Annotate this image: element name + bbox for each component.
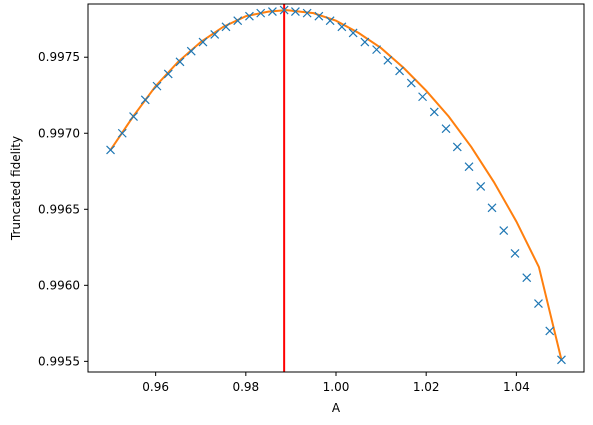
data-point-marker	[140, 95, 150, 105]
data-point-marker	[510, 248, 520, 258]
x-axis-label: A	[332, 401, 341, 415]
data-point-marker	[337, 22, 347, 32]
y-tick-label: 0.9965	[38, 202, 80, 216]
data-point-marker	[372, 45, 382, 55]
data-point-marker	[557, 355, 566, 365]
plot-area	[88, 4, 584, 372]
data-point-marker	[175, 57, 185, 67]
data-point-marker	[522, 273, 532, 283]
x-tick-label: 0.98	[232, 380, 259, 394]
data-point-marker	[487, 203, 497, 213]
data-point-marker	[545, 326, 555, 336]
data-point-marker	[256, 8, 266, 18]
data-point-marker	[325, 16, 335, 26]
plot-contents	[106, 4, 566, 372]
y-axis-ticks: 0.9955 0.9960 0.9965 0.9970 0.9975	[38, 50, 88, 368]
data-point-marker	[499, 226, 509, 236]
data-point-marker	[186, 46, 196, 56]
y-tick-label: 0.9975	[38, 50, 80, 64]
x-tick-label: 0.96	[142, 380, 169, 394]
data-point-marker	[152, 81, 162, 91]
data-point-marker	[429, 107, 439, 117]
x-tick-label: 1.04	[503, 380, 530, 394]
data-point-marker	[348, 28, 358, 38]
x-tick-label: 1.00	[323, 380, 350, 394]
data-point-marker	[418, 92, 427, 102]
data-point-marker	[302, 8, 312, 18]
x-tick-label: 1.02	[413, 380, 440, 394]
y-tick-label: 0.9955	[38, 354, 80, 368]
x-axis-ticks: 0.96 0.98 1.00 1.02 1.04	[142, 372, 530, 394]
data-point-marker	[452, 142, 462, 152]
data-point-marker	[198, 37, 208, 47]
data-point-marker	[441, 124, 451, 134]
y-axis-label: Truncated fidelity	[9, 136, 23, 241]
y-tick-label: 0.9970	[38, 126, 80, 140]
data-point-marker	[534, 299, 543, 308]
data-point-marker	[267, 7, 277, 17]
data-point-marker	[210, 29, 220, 39]
data-point-marker	[464, 162, 474, 172]
data-point-marker	[221, 22, 231, 32]
data-point-marker	[163, 69, 173, 79]
data-point-marker	[360, 37, 370, 47]
data-point-marker	[117, 128, 127, 138]
data-point-marker	[314, 11, 324, 21]
data-point-marker	[383, 55, 393, 65]
data-point-marker	[233, 16, 243, 26]
data-point-marker	[129, 112, 138, 121]
data-point-marker	[476, 182, 486, 191]
data-point-marker	[406, 78, 416, 88]
data-point-marker	[245, 11, 254, 21]
data-point-marker	[395, 66, 405, 76]
data-point-marker	[106, 145, 115, 155]
data-point-marker	[279, 5, 289, 15]
fit-curve	[109, 9, 563, 361]
y-tick-label: 0.9960	[38, 278, 80, 292]
data-point-marker	[290, 7, 300, 17]
